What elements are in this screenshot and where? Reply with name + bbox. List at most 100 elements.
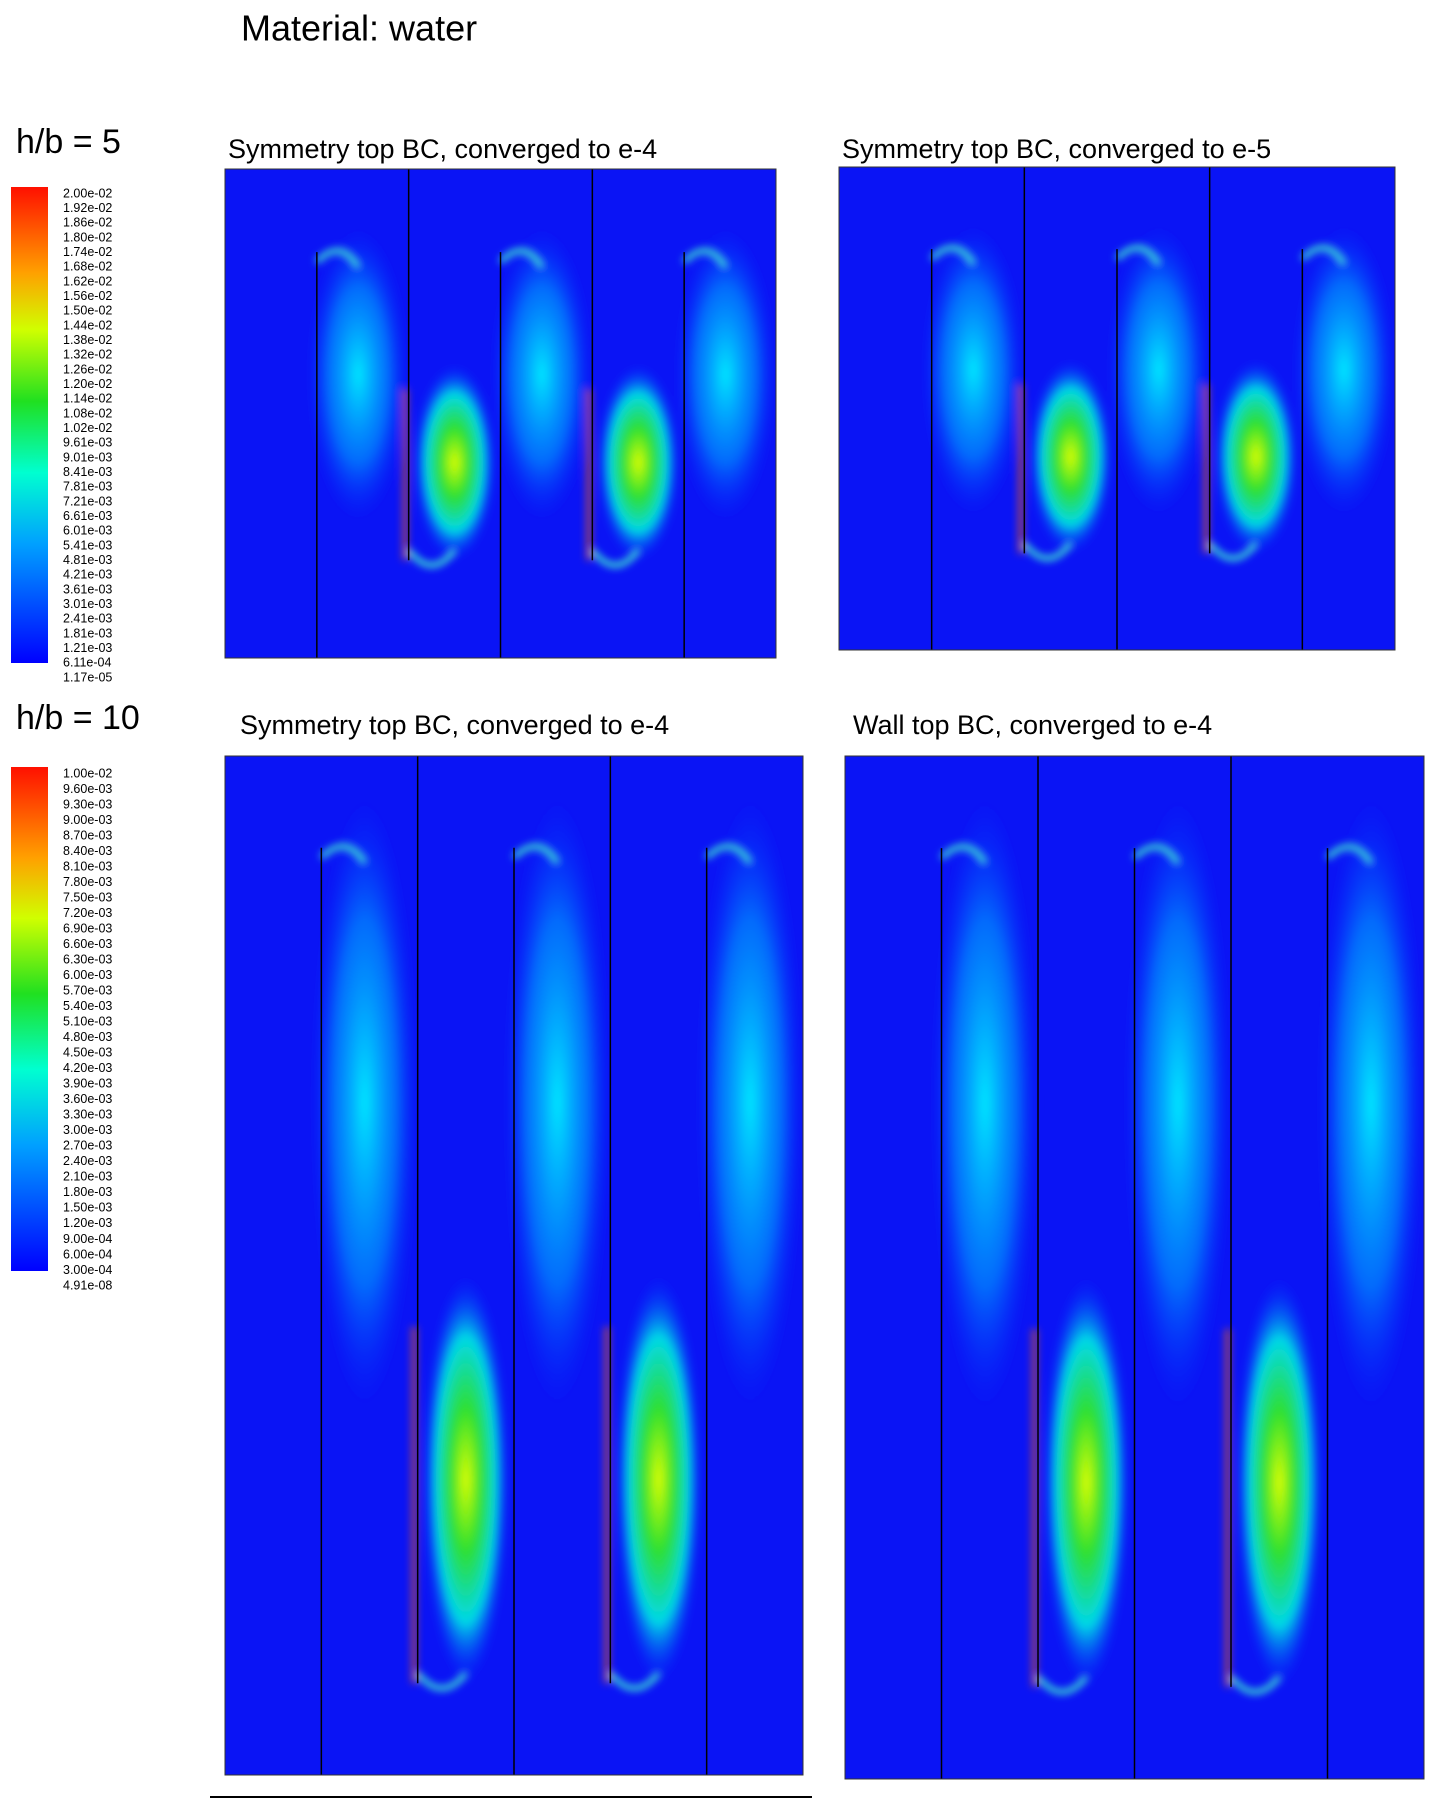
colorbar-label: 7.80e-03 <box>63 875 112 889</box>
colorbar-label: 1.20e-03 <box>63 1216 112 1230</box>
tip-curl <box>1036 1675 1089 1695</box>
contour-plot <box>838 166 1396 651</box>
colorbar-label: 7.20e-03 <box>63 906 112 920</box>
panel-title: Symmetry top BC, converged to e-4 <box>228 134 657 164</box>
colorbar-label: 1.80e-02 <box>63 230 112 244</box>
colorbar-label: 1.32e-02 <box>63 348 112 362</box>
colorbar-label: 4.21e-03 <box>63 568 112 582</box>
tip-curl <box>1207 541 1258 561</box>
colorbar-label: 3.61e-03 <box>63 582 112 596</box>
colorbar-label: 4.20e-03 <box>63 1061 112 1075</box>
section-label: h/b = 5 <box>16 123 121 161</box>
colorbar-label: 2.10e-03 <box>63 1170 112 1184</box>
colorbar-label: 1.56e-02 <box>63 289 112 303</box>
wall-streak <box>1225 1328 1230 1687</box>
colorbar-label: 1.00e-02 <box>63 766 112 780</box>
colorbar <box>11 767 48 1271</box>
figure-title: Material: water <box>241 8 477 49</box>
flow-features <box>931 796 1424 1695</box>
glow <box>1124 796 1232 1411</box>
tip-curl <box>1022 541 1073 561</box>
tip-curl <box>498 248 544 269</box>
contour-plot <box>224 168 777 659</box>
colorbar-label: 1.62e-02 <box>63 274 112 288</box>
colorbar-label: 9.60e-03 <box>63 782 112 796</box>
glow <box>596 364 680 561</box>
panel-frame <box>844 755 1425 1780</box>
tip-curl <box>1325 844 1374 865</box>
tip-curl <box>314 248 361 269</box>
colorbar-label: 3.60e-03 <box>63 1092 112 1106</box>
colorbar-label: 1.81e-03 <box>63 626 112 640</box>
glow <box>697 796 803 1409</box>
tip-curl <box>512 843 560 865</box>
tip-curl <box>415 1671 468 1691</box>
colorbar-label: 6.01e-03 <box>63 524 112 538</box>
colorbar-label: 4.91e-08 <box>63 1278 112 1292</box>
tip-curl <box>939 844 988 865</box>
panel-frame <box>838 166 1396 651</box>
colorbar-label: 7.81e-03 <box>63 480 112 494</box>
glow <box>1214 360 1298 554</box>
tip-curl <box>929 245 976 266</box>
wall-streak <box>604 1326 610 1684</box>
flow-features <box>311 796 803 1691</box>
colorbar-label: 1.50e-02 <box>63 304 112 318</box>
colorbar-label: 1.86e-02 <box>63 216 112 230</box>
colorbar-label: 4.80e-03 <box>63 1030 112 1044</box>
tip-curl <box>704 843 753 865</box>
colorbar-label: 3.00e-03 <box>63 1123 112 1137</box>
colorbar-label: 5.10e-03 <box>63 1015 112 1029</box>
colorbar-label: 6.00e-04 <box>63 1247 112 1261</box>
glow <box>413 364 496 561</box>
tip-curl <box>406 548 457 568</box>
wall-streak <box>586 389 592 561</box>
colorbar-label: 1.92e-02 <box>63 201 112 215</box>
flow-features <box>307 227 776 568</box>
colorbar-label: 3.90e-03 <box>63 1077 112 1091</box>
glow <box>1317 797 1424 1411</box>
colorbar-label: 8.41e-03 <box>63 465 112 479</box>
wall-streak <box>1032 1328 1037 1687</box>
colorbar-label: 9.01e-03 <box>63 450 112 464</box>
glow <box>615 1275 702 1684</box>
wall-streak <box>1018 384 1024 554</box>
glow <box>422 1275 510 1684</box>
tip-curl <box>1115 245 1161 266</box>
panel-title: Symmetry top BC, converged to e-4 <box>240 710 669 740</box>
tip-curl <box>590 548 641 568</box>
colorbar-label: 8.10e-03 <box>63 859 112 873</box>
colorbar-label: 6.60e-03 <box>63 937 112 951</box>
panel-title: Wall top BC, converged to e-4 <box>853 710 1212 740</box>
colorbar-label: 1.21e-03 <box>63 641 112 655</box>
contour-plot <box>224 755 804 1776</box>
panel-title: Symmetry top BC, converged to e-5 <box>842 134 1271 164</box>
colorbar-label: 1.68e-02 <box>63 260 112 274</box>
glow <box>674 227 776 522</box>
colorbar-label: 6.30e-03 <box>63 952 112 966</box>
colorbar-label: 4.81e-03 <box>63 553 112 567</box>
colorbar-label: 6.90e-03 <box>63 921 112 935</box>
colorbar-label: 6.61e-03 <box>63 509 112 523</box>
glow <box>504 796 611 1409</box>
glow <box>307 227 409 522</box>
colorbar-label: 1.17e-05 <box>63 670 112 684</box>
colorbar-label: 1.20e-02 <box>63 377 112 391</box>
colorbar-label: 7.50e-03 <box>63 890 112 904</box>
colorbar-label: 9.00e-03 <box>63 813 112 827</box>
colorbar-label: 9.61e-03 <box>63 436 112 450</box>
colorbar-label: 9.30e-03 <box>63 797 112 811</box>
panel-frame <box>224 755 804 1776</box>
tip-curl <box>682 248 728 269</box>
colorbar-label: 1.44e-02 <box>63 318 112 332</box>
glow <box>1235 1277 1323 1687</box>
colorbar-label: 2.70e-03 <box>63 1139 112 1153</box>
colorbar-label: 1.74e-02 <box>63 245 112 259</box>
wall-streak <box>411 1326 417 1684</box>
section-label: h/b = 10 <box>16 699 140 737</box>
tip-curl <box>1229 1675 1282 1695</box>
glow <box>491 227 593 522</box>
flow-features <box>922 224 1395 561</box>
glow <box>1028 360 1113 554</box>
wall-streak <box>402 389 408 561</box>
